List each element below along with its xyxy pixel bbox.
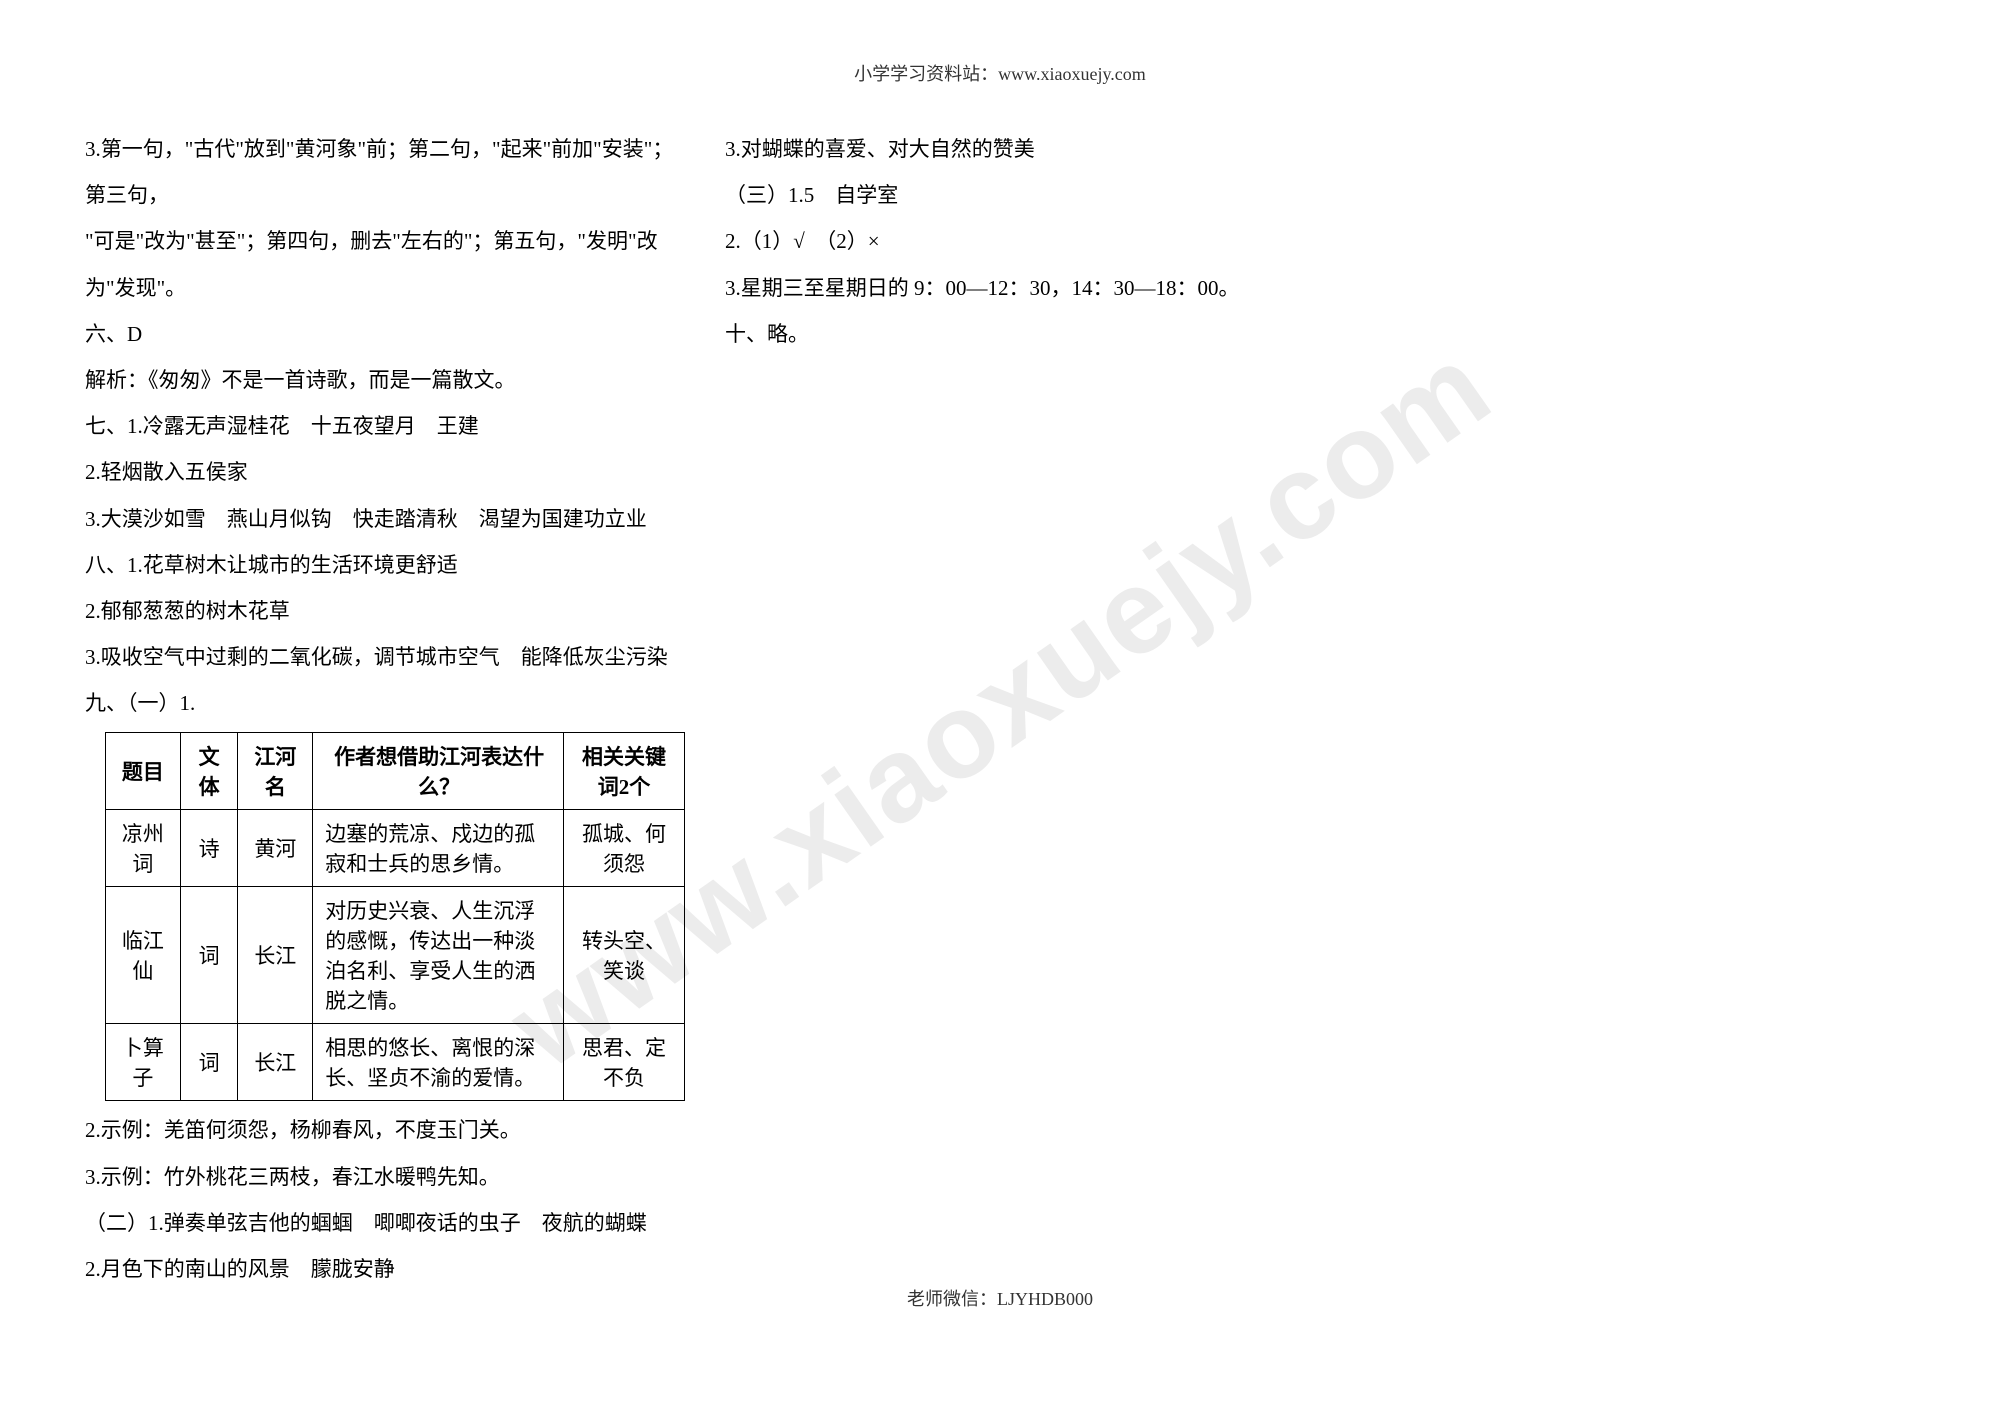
answer-line: 3.第一句，"古代"放到"黄河象"前；第二句，"起来"前加"安装"；第三句， — [85, 126, 685, 218]
answer-line: 解析：《匆匆》不是一首诗歌，而是一篇散文。 — [85, 357, 685, 403]
page-footer: 老师微信：LJYHDB000 — [0, 1285, 2000, 1311]
td-keywords: 思君、定不负 — [564, 1024, 685, 1101]
table-header-row: 题目 文体 江河名 作者想借助江河表达什么？ 相关关键词2个 — [106, 733, 685, 810]
main-content: 3.第一句，"古代"放到"黄河象"前；第二句，"起来"前加"安装"；第三句， "… — [0, 86, 2000, 1292]
poem-comparison-table: 题目 文体 江河名 作者想借助江河表达什么？ 相关关键词2个 凉州词 诗 黄河 … — [105, 732, 685, 1101]
page-header: 小学学习资料站：www.xiaoxuejy.com — [0, 0, 2000, 86]
td-title: 卜算子 — [106, 1024, 181, 1101]
answer-line: 2.示例：羌笛何须怨，杨柳春风，不度玉门关。 — [85, 1107, 685, 1153]
answer-line: 2.（1）√ （2）× — [725, 218, 1920, 264]
th-river: 江河名 — [238, 733, 313, 810]
td-river: 黄河 — [238, 810, 313, 887]
td-title: 临江仙 — [106, 887, 181, 1024]
td-style: 诗 — [180, 810, 238, 887]
td-style: 词 — [180, 1024, 238, 1101]
th-title: 题目 — [106, 733, 181, 810]
table-row: 凉州词 诗 黄河 边塞的荒凉、戍边的孤寂和士兵的思乡情。 孤城、何须怨 — [106, 810, 685, 887]
td-style: 词 — [180, 887, 238, 1024]
answer-line: 3.星期三至星期日的 9：00—12：30，14：30—18：00。 — [725, 265, 1920, 311]
answer-line: 2.郁郁葱葱的树木花草 — [85, 588, 685, 634]
answer-line: 六、D — [85, 311, 685, 357]
answer-line: 3.吸收空气中过剩的二氧化碳，调节城市空气 能降低灰尘污染 — [85, 634, 685, 680]
td-river: 长江 — [238, 887, 313, 1024]
answer-line: （二）1.弹奏单弦吉他的蝈蝈 唧唧夜话的虫子 夜航的蝴蝶 — [85, 1200, 685, 1246]
answer-line: 八、1.花草树木让城市的生活环境更舒适 — [85, 542, 685, 588]
td-river: 长江 — [238, 1024, 313, 1101]
answer-line: 3.示例：竹外桃花三两枝，春江水暖鸭先知。 — [85, 1154, 685, 1200]
td-title: 凉州词 — [106, 810, 181, 887]
table-row: 临江仙 词 长江 对历史兴衰、人生沉浮的感慨，传达出一种淡泊名利、享受人生的洒脱… — [106, 887, 685, 1024]
td-keywords: 孤城、何须怨 — [564, 810, 685, 887]
left-column: 3.第一句，"古代"放到"黄河象"前；第二句，"起来"前加"安装"；第三句， "… — [85, 126, 685, 1292]
answer-line: "可是"改为"甚至"；第四句，删去"左右的"；第五句，"发明"改为"发现"。 — [85, 218, 685, 310]
answer-line: 3.大漠沙如雪 燕山月似钩 快走踏清秋 渴望为国建功立业 — [85, 496, 685, 542]
td-express: 相思的悠长、离恨的深长、坚贞不渝的爱情。 — [313, 1024, 564, 1101]
answer-line: 2.轻烟散入五侯家 — [85, 449, 685, 495]
answer-line: （三）1.5 自学室 — [725, 172, 1920, 218]
right-column: 3.对蝴蝶的喜爱、对大自然的赞美 （三）1.5 自学室 2.（1）√ （2）× … — [725, 126, 1920, 1292]
td-express: 边塞的荒凉、戍边的孤寂和士兵的思乡情。 — [313, 810, 564, 887]
answer-line: 十、略。 — [725, 311, 1920, 357]
th-keywords: 相关关键词2个 — [564, 733, 685, 810]
td-keywords: 转头空、笑谈 — [564, 887, 685, 1024]
answer-line: 七、1.冷露无声湿桂花 十五夜望月 王建 — [85, 403, 685, 449]
two-column-layout: 3.第一句，"古代"放到"黄河象"前；第二句，"起来"前加"安装"；第三句， "… — [85, 126, 1920, 1292]
answer-line: 九、（一）1. — [85, 680, 685, 726]
th-style: 文体 — [180, 733, 238, 810]
answer-line: 3.对蝴蝶的喜爱、对大自然的赞美 — [725, 126, 1920, 172]
th-express: 作者想借助江河表达什么？ — [313, 733, 564, 810]
td-express: 对历史兴衰、人生沉浮的感慨，传达出一种淡泊名利、享受人生的洒脱之情。 — [313, 887, 564, 1024]
table-row: 卜算子 词 长江 相思的悠长、离恨的深长、坚贞不渝的爱情。 思君、定不负 — [106, 1024, 685, 1101]
